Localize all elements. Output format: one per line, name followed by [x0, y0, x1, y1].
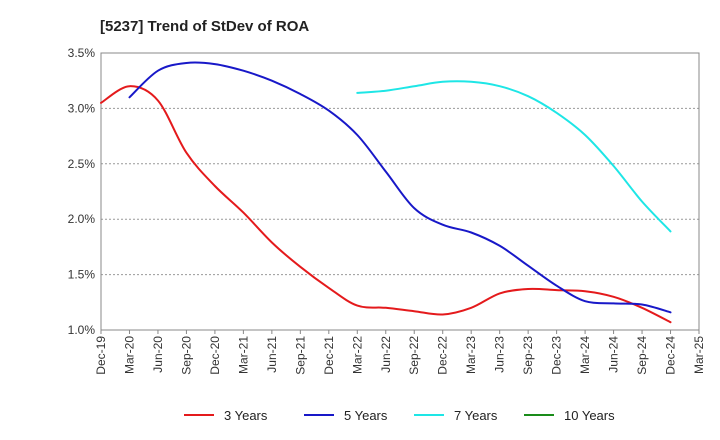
x-tick-label: Dec-24	[664, 336, 678, 375]
y-tick-label: 1.5%	[68, 268, 96, 282]
chart-title: [5237] Trend of StDev of ROA	[100, 18, 309, 35]
y-tick-label: 2.5%	[68, 157, 96, 171]
x-tick-label: Sep-24	[635, 336, 649, 375]
series-line-3-years	[100, 85, 672, 324]
series-line-5-years	[128, 61, 672, 314]
x-tick-label: Mar-20	[122, 336, 136, 374]
legend-item-3-years: 3 Years	[184, 408, 268, 423]
legend-label: 3 Years	[224, 408, 268, 423]
series-lines	[100, 61, 672, 324]
legend-label: 7 Years	[454, 408, 498, 423]
plot-area	[100, 52, 700, 331]
legend-label: 10 Years	[564, 408, 615, 423]
x-tick-label: Sep-22	[407, 336, 421, 375]
x-tick-label: Mar-23	[464, 336, 478, 374]
x-tick-label: Dec-22	[436, 336, 450, 375]
x-tick-label: Sep-21	[293, 336, 307, 375]
legend-label: 5 Years	[344, 408, 388, 423]
x-tick-label: Sep-20	[179, 336, 193, 375]
x-tick-label: Mar-21	[236, 336, 250, 374]
y-tick-label: 2.0%	[68, 212, 96, 226]
legend-item-7-years: 7 Years	[414, 408, 498, 423]
x-tick-label: Mar-24	[578, 336, 592, 374]
y-tick-label: 3.0%	[68, 101, 96, 115]
y-axis: 1.0% 1.5% 2.0% 2.5% 3.0% 3.5%	[68, 46, 96, 337]
x-tick-label: Dec-19	[94, 336, 108, 375]
y-tick-label: 1.0%	[68, 323, 96, 337]
legend-item-10-years: 10 Years	[524, 408, 615, 423]
series-line-7-years	[356, 80, 672, 233]
x-tick-label: Jun-20	[151, 336, 165, 373]
x-tick-label: Sep-23	[521, 336, 535, 375]
x-tick-label: Jun-22	[379, 336, 393, 373]
x-tick-label: Mar-22	[350, 336, 364, 374]
x-axis: Dec-19 Mar-20 Jun-20 Sep-20 Dec-20 Mar-21 Jun-…	[94, 330, 706, 375]
x-tick-label: Dec-20	[208, 336, 222, 375]
x-tick-label: Jun-21	[265, 336, 279, 373]
x-tick-label: Jun-24	[607, 336, 621, 373]
x-tick-label: Jun-23	[493, 336, 507, 373]
x-tick-label: Dec-23	[550, 336, 564, 375]
x-tick-label: Mar-25	[692, 336, 706, 374]
y-tick-label: 3.5%	[68, 46, 96, 60]
legend-item-5-years: 5 Years	[304, 408, 388, 423]
legend: 3 Years 5 Years 7 Years 10 Years	[184, 408, 615, 423]
x-tick-label: Dec-21	[322, 336, 336, 375]
